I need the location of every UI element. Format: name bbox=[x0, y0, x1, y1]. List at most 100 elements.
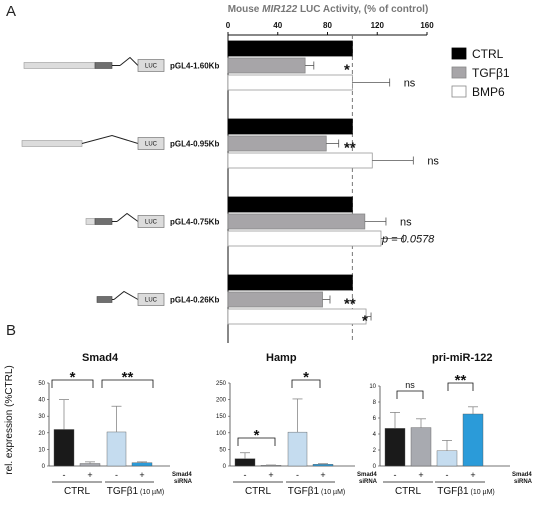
luc-box bbox=[137, 59, 165, 72]
significance-label: ** bbox=[122, 369, 134, 386]
tgf-name: TGFβ1 bbox=[107, 486, 139, 497]
category-label: pGL4-0.26Kb bbox=[170, 296, 219, 305]
significance-bracket bbox=[101, 379, 154, 388]
construct-diagram: LUC pGL4-0.26Kb bbox=[96, 290, 219, 306]
sirna-sign: - bbox=[394, 470, 397, 480]
legend-label-3: BMP6 bbox=[472, 85, 505, 99]
tgf-name: TGFβ1 bbox=[437, 486, 469, 497]
significance-label: ** bbox=[455, 372, 467, 389]
category-label: pGL4-0.95Kb bbox=[170, 140, 219, 149]
y-tick-label: 50 bbox=[219, 447, 226, 453]
construct-intron bbox=[119, 56, 139, 66]
luc-box bbox=[137, 215, 165, 228]
construct-segment bbox=[85, 218, 96, 225]
bar-4 bbox=[312, 464, 334, 467]
bar-4 bbox=[462, 413, 484, 467]
y-tick-label: 200 bbox=[216, 398, 227, 404]
y-tick-label: 0 bbox=[42, 464, 46, 470]
sirna-sign: + bbox=[418, 470, 423, 480]
significance-label: p = 0.0578 bbox=[381, 234, 435, 246]
bar-ctrl-4 bbox=[227, 274, 353, 291]
luc-label: LUC bbox=[145, 142, 158, 148]
bar-bmp6-3 bbox=[227, 230, 382, 247]
legend-swatch-3 bbox=[451, 85, 467, 98]
smad4-label: Smad4 bbox=[357, 472, 377, 478]
significance-label: ns bbox=[404, 78, 416, 90]
luc-label: LUC bbox=[145, 64, 158, 70]
sirna-sign: + bbox=[87, 470, 92, 480]
panel-a-legend: CTRL TGFβ1 BMP6 bbox=[451, 47, 510, 99]
bar-2 bbox=[260, 465, 282, 467]
x-tick-label: 40 bbox=[273, 21, 282, 30]
bar-tgf1-3 bbox=[227, 213, 366, 230]
significance-bracket bbox=[237, 437, 276, 446]
significance-bracket bbox=[51, 379, 94, 388]
smad4-label: Smad4 bbox=[512, 472, 532, 478]
sirna-sign: - bbox=[115, 470, 118, 480]
bar-1 bbox=[384, 428, 406, 467]
significance-label: ** bbox=[344, 140, 356, 157]
x-tick-label: 80 bbox=[323, 21, 332, 30]
smad4-label: Smad4 bbox=[172, 472, 192, 478]
panel-b-label: B bbox=[6, 322, 16, 339]
panel-a-title: Mouse MIR122 LUC Activity, (% of control… bbox=[228, 4, 429, 15]
y-axis-title: rel. expression (%CTRL) bbox=[4, 365, 15, 474]
significance-label: * bbox=[254, 427, 260, 444]
significance-label: * bbox=[362, 313, 368, 330]
y-tick-label: 4 bbox=[373, 432, 377, 438]
bar-tgf1-2 bbox=[227, 135, 327, 152]
y-tick-label: 150 bbox=[216, 414, 227, 420]
legend-label-1: CTRL bbox=[472, 47, 504, 61]
sirna-sign: - bbox=[446, 470, 449, 480]
y-tick-label: 100 bbox=[216, 431, 227, 437]
x-tick-label: 160 bbox=[420, 21, 434, 30]
y-tick-label: 0 bbox=[223, 464, 227, 470]
significance-label: ** bbox=[344, 296, 356, 313]
bar-tgf1-4 bbox=[227, 291, 323, 308]
y-tick-label: 0 bbox=[373, 464, 377, 470]
sirna-sign: + bbox=[139, 470, 144, 480]
construct-segment bbox=[21, 140, 83, 147]
sirna-label: siRNA bbox=[514, 479, 533, 485]
bar-4 bbox=[131, 462, 153, 467]
chart-pri-mir-122: pri-miR-122 0 2 4 6 8 10 ns ** - + - + CTRL TGFβ1 (10 … bbox=[369, 352, 532, 497]
group-label-ctrl: CTRL bbox=[64, 486, 91, 497]
construct-diagram: LUC pGL4-0.75Kb bbox=[85, 212, 219, 228]
construct-segment bbox=[23, 62, 96, 69]
bar-3 bbox=[287, 431, 308, 467]
bar-ctrl-1 bbox=[227, 40, 353, 57]
y-tick-label: 250 bbox=[216, 381, 227, 387]
tgf-concentration: (10 µM) bbox=[319, 489, 345, 496]
legend-swatch-1 bbox=[451, 47, 467, 60]
bar-bmp6-1 bbox=[227, 74, 353, 91]
tgf-concentration: (10 µM) bbox=[469, 489, 495, 496]
bar-2 bbox=[79, 463, 101, 467]
chart-title: Smad4 bbox=[82, 352, 119, 364]
luc-label: LUC bbox=[145, 298, 158, 304]
construct-exon bbox=[96, 296, 113, 303]
panel-a-label: A bbox=[6, 3, 16, 20]
group-label-ctrl: CTRL bbox=[395, 486, 422, 497]
bar-tgf1-1 bbox=[227, 57, 306, 74]
construct-intron bbox=[81, 134, 139, 144]
bar-3 bbox=[436, 450, 458, 467]
sirna-label: siRNA bbox=[359, 479, 378, 485]
construct-exon bbox=[94, 218, 113, 225]
y-tick-label: 10 bbox=[369, 384, 376, 390]
sirna-sign: + bbox=[320, 470, 325, 480]
significance-label: ns bbox=[427, 156, 439, 168]
bar-3 bbox=[106, 431, 127, 467]
construct-diagram: LUC pGL4-0.95Kb bbox=[21, 134, 219, 150]
significance-label: ns bbox=[400, 217, 412, 229]
bar-2 bbox=[410, 427, 432, 467]
y-tick-label: 10 bbox=[38, 447, 45, 453]
group-label-ctrl: CTRL bbox=[245, 486, 272, 497]
y-tick-label: 6 bbox=[373, 416, 377, 422]
chart-title: Hamp bbox=[266, 352, 297, 364]
luc-box bbox=[137, 293, 165, 306]
legend-swatch-2 bbox=[451, 66, 467, 79]
significance-bracket bbox=[396, 390, 424, 399]
